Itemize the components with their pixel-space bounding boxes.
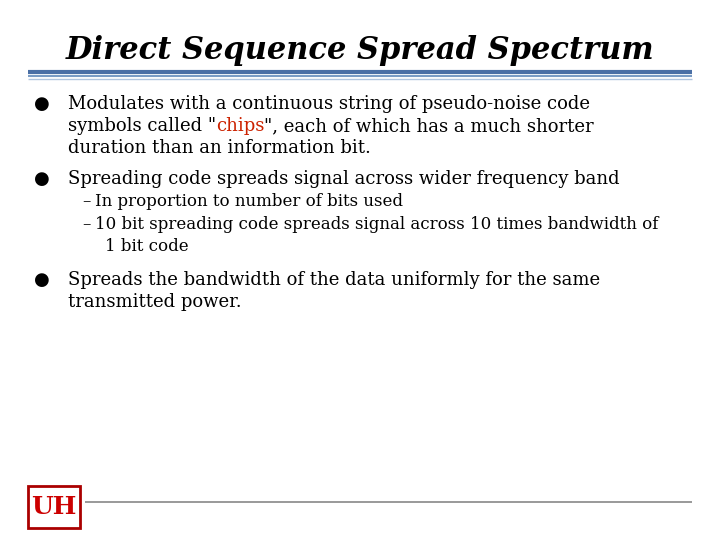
Text: chips: chips <box>216 117 264 135</box>
Text: Modulates with a continuous string of pseudo-noise code: Modulates with a continuous string of ps… <box>68 95 590 113</box>
Text: Spreads the bandwidth of the data uniformly for the same: Spreads the bandwidth of the data unifor… <box>68 271 600 289</box>
Text: –: – <box>82 216 91 233</box>
FancyBboxPatch shape <box>28 486 80 528</box>
Text: transmitted power.: transmitted power. <box>68 293 242 311</box>
Text: ", each of which has a much shorter: ", each of which has a much shorter <box>264 117 594 135</box>
Text: Direct Sequence Spread Spectrum: Direct Sequence Spread Spectrum <box>66 35 654 66</box>
Text: duration than an information bit.: duration than an information bit. <box>68 139 371 157</box>
Text: Spreading code spreads signal across wider frequency band: Spreading code spreads signal across wid… <box>68 170 620 188</box>
Text: ●: ● <box>34 170 50 188</box>
Text: ●: ● <box>34 271 50 289</box>
Text: 10 bit spreading code spreads signal across 10 times bandwidth of: 10 bit spreading code spreads signal acr… <box>95 216 658 233</box>
Text: UH: UH <box>31 495 77 519</box>
Text: –: – <box>82 193 91 210</box>
Text: symbols called ": symbols called " <box>68 117 216 135</box>
Text: In proportion to number of bits used: In proportion to number of bits used <box>95 193 403 210</box>
Text: ●: ● <box>34 95 50 113</box>
Text: 1 bit code: 1 bit code <box>105 238 189 255</box>
